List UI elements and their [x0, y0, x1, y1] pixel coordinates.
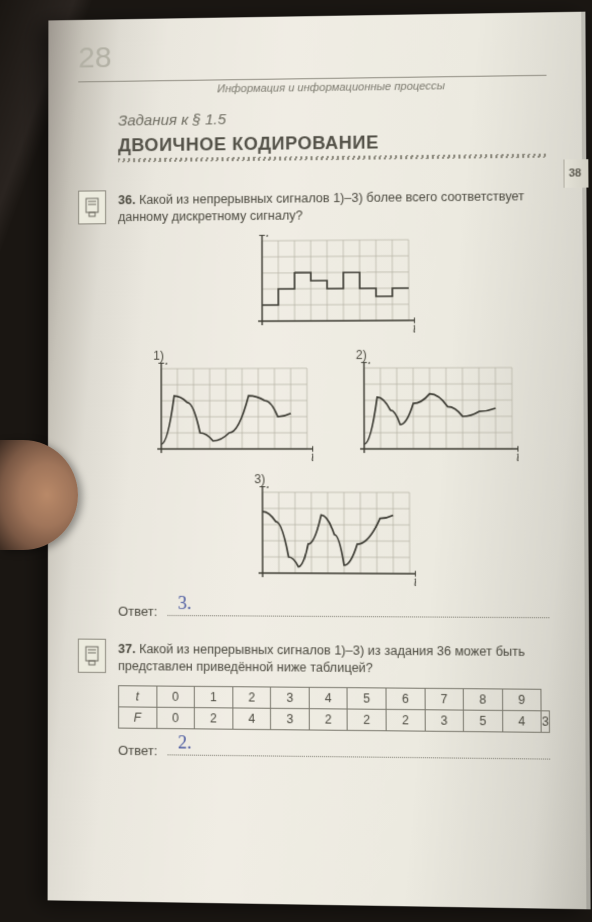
table-cell: 2 — [386, 709, 425, 731]
q37-handwritten-answer: 2. — [178, 732, 192, 753]
table-cell: 4 — [502, 710, 541, 732]
discrete-chart-block: Ft — [118, 232, 548, 340]
table-row-values: F02432223543 — [119, 706, 550, 732]
svg-text:t: t — [414, 574, 416, 587]
q36-answer-line: 3. — [168, 600, 550, 618]
q37-body: Какой из непрерывных сигналов 1)–3) из з… — [118, 642, 525, 675]
q37-text: 37. Какой из непрерывных сигналов 1)–3) … — [118, 641, 550, 678]
q36-text: 36. Какой из непрерывных сигналов 1)–3) … — [118, 188, 547, 226]
svg-text:F: F — [266, 233, 274, 239]
table-header-cell: 7 — [425, 688, 464, 710]
q36-answer-row: Ответ: 3. — [118, 599, 549, 621]
next-page-num: 38 — [569, 167, 582, 179]
svg-text:t: t — [516, 450, 518, 463]
svg-text:F: F — [267, 486, 275, 491]
section-title: ДВОИЧНОЕ КОДИРОВАНИЕ — [118, 130, 547, 156]
table-cell: 3 — [425, 709, 464, 731]
chart3-label: 3) — [254, 472, 415, 486]
table-cell: 3 — [271, 708, 309, 730]
q37-answer-row: Ответ: 2. — [118, 738, 550, 762]
table-cell: 0 — [156, 707, 194, 729]
chart2-label: 2) — [356, 347, 518, 362]
table-header-F: F — [119, 706, 157, 728]
answer-label-37: Ответ: — [118, 742, 158, 758]
page-number: 28 — [78, 34, 546, 75]
table-cell: 5 — [463, 710, 502, 732]
discrete-signal-chart: Ft — [248, 233, 415, 335]
table-header-cell: 8 — [463, 688, 502, 710]
table-cell: 2 — [194, 707, 232, 729]
section-subtitle: Задания к § 1.5 — [118, 107, 547, 129]
answer-label-36: Ответ: — [118, 603, 157, 618]
q37-number: 37. — [118, 642, 136, 656]
svg-text:t: t — [413, 321, 415, 335]
chart1-label: 1) — [153, 348, 313, 363]
task-icon-37 — [78, 638, 106, 672]
task-icon — [78, 190, 106, 224]
table-cell: 2 — [309, 708, 347, 730]
table-header-cell: 6 — [386, 687, 425, 709]
svg-text:F: F — [368, 361, 376, 367]
table-header-cell: 3 — [271, 686, 309, 708]
textbook-page: 38 28 Информация и информационные процес… — [48, 12, 591, 910]
signal-chart-3: Ft — [248, 486, 416, 588]
charts-row-12: 1) Ft 2) Ft — [118, 347, 548, 468]
svg-text:F: F — [165, 362, 173, 368]
next-page-tab: 38 — [563, 159, 588, 188]
page-edge-shadow — [581, 12, 592, 910]
running-head: Информация и информационные процессы — [118, 79, 546, 97]
table-cell: 4 — [233, 707, 271, 729]
q36-body: Какой из непрерывных сигналов 1)–3) боле… — [118, 189, 524, 224]
table-cell: 3 — [541, 710, 549, 732]
table-header-cell: 2 — [233, 686, 271, 708]
svg-text:t: t — [311, 450, 313, 463]
table-header-cell: 0 — [156, 686, 194, 708]
signal-chart-1: Ft — [147, 362, 313, 463]
table-header-cell: 1 — [194, 686, 232, 708]
table-cell: 2 — [347, 709, 386, 731]
q37-table: t0123456789 F02432223543 — [118, 685, 550, 733]
table-header-cell: 5 — [347, 687, 386, 709]
chart3-block: 3) Ft — [118, 472, 549, 594]
q37-answer-line: 2. — [168, 739, 550, 759]
q36-handwritten-answer: 3. — [178, 593, 192, 614]
table-header-cell: 9 — [502, 688, 541, 710]
table-header-t: t — [119, 685, 157, 707]
signal-chart-2: Ft — [350, 361, 519, 463]
q36-number: 36. — [118, 193, 135, 207]
table-header-cell: 4 — [309, 687, 347, 709]
